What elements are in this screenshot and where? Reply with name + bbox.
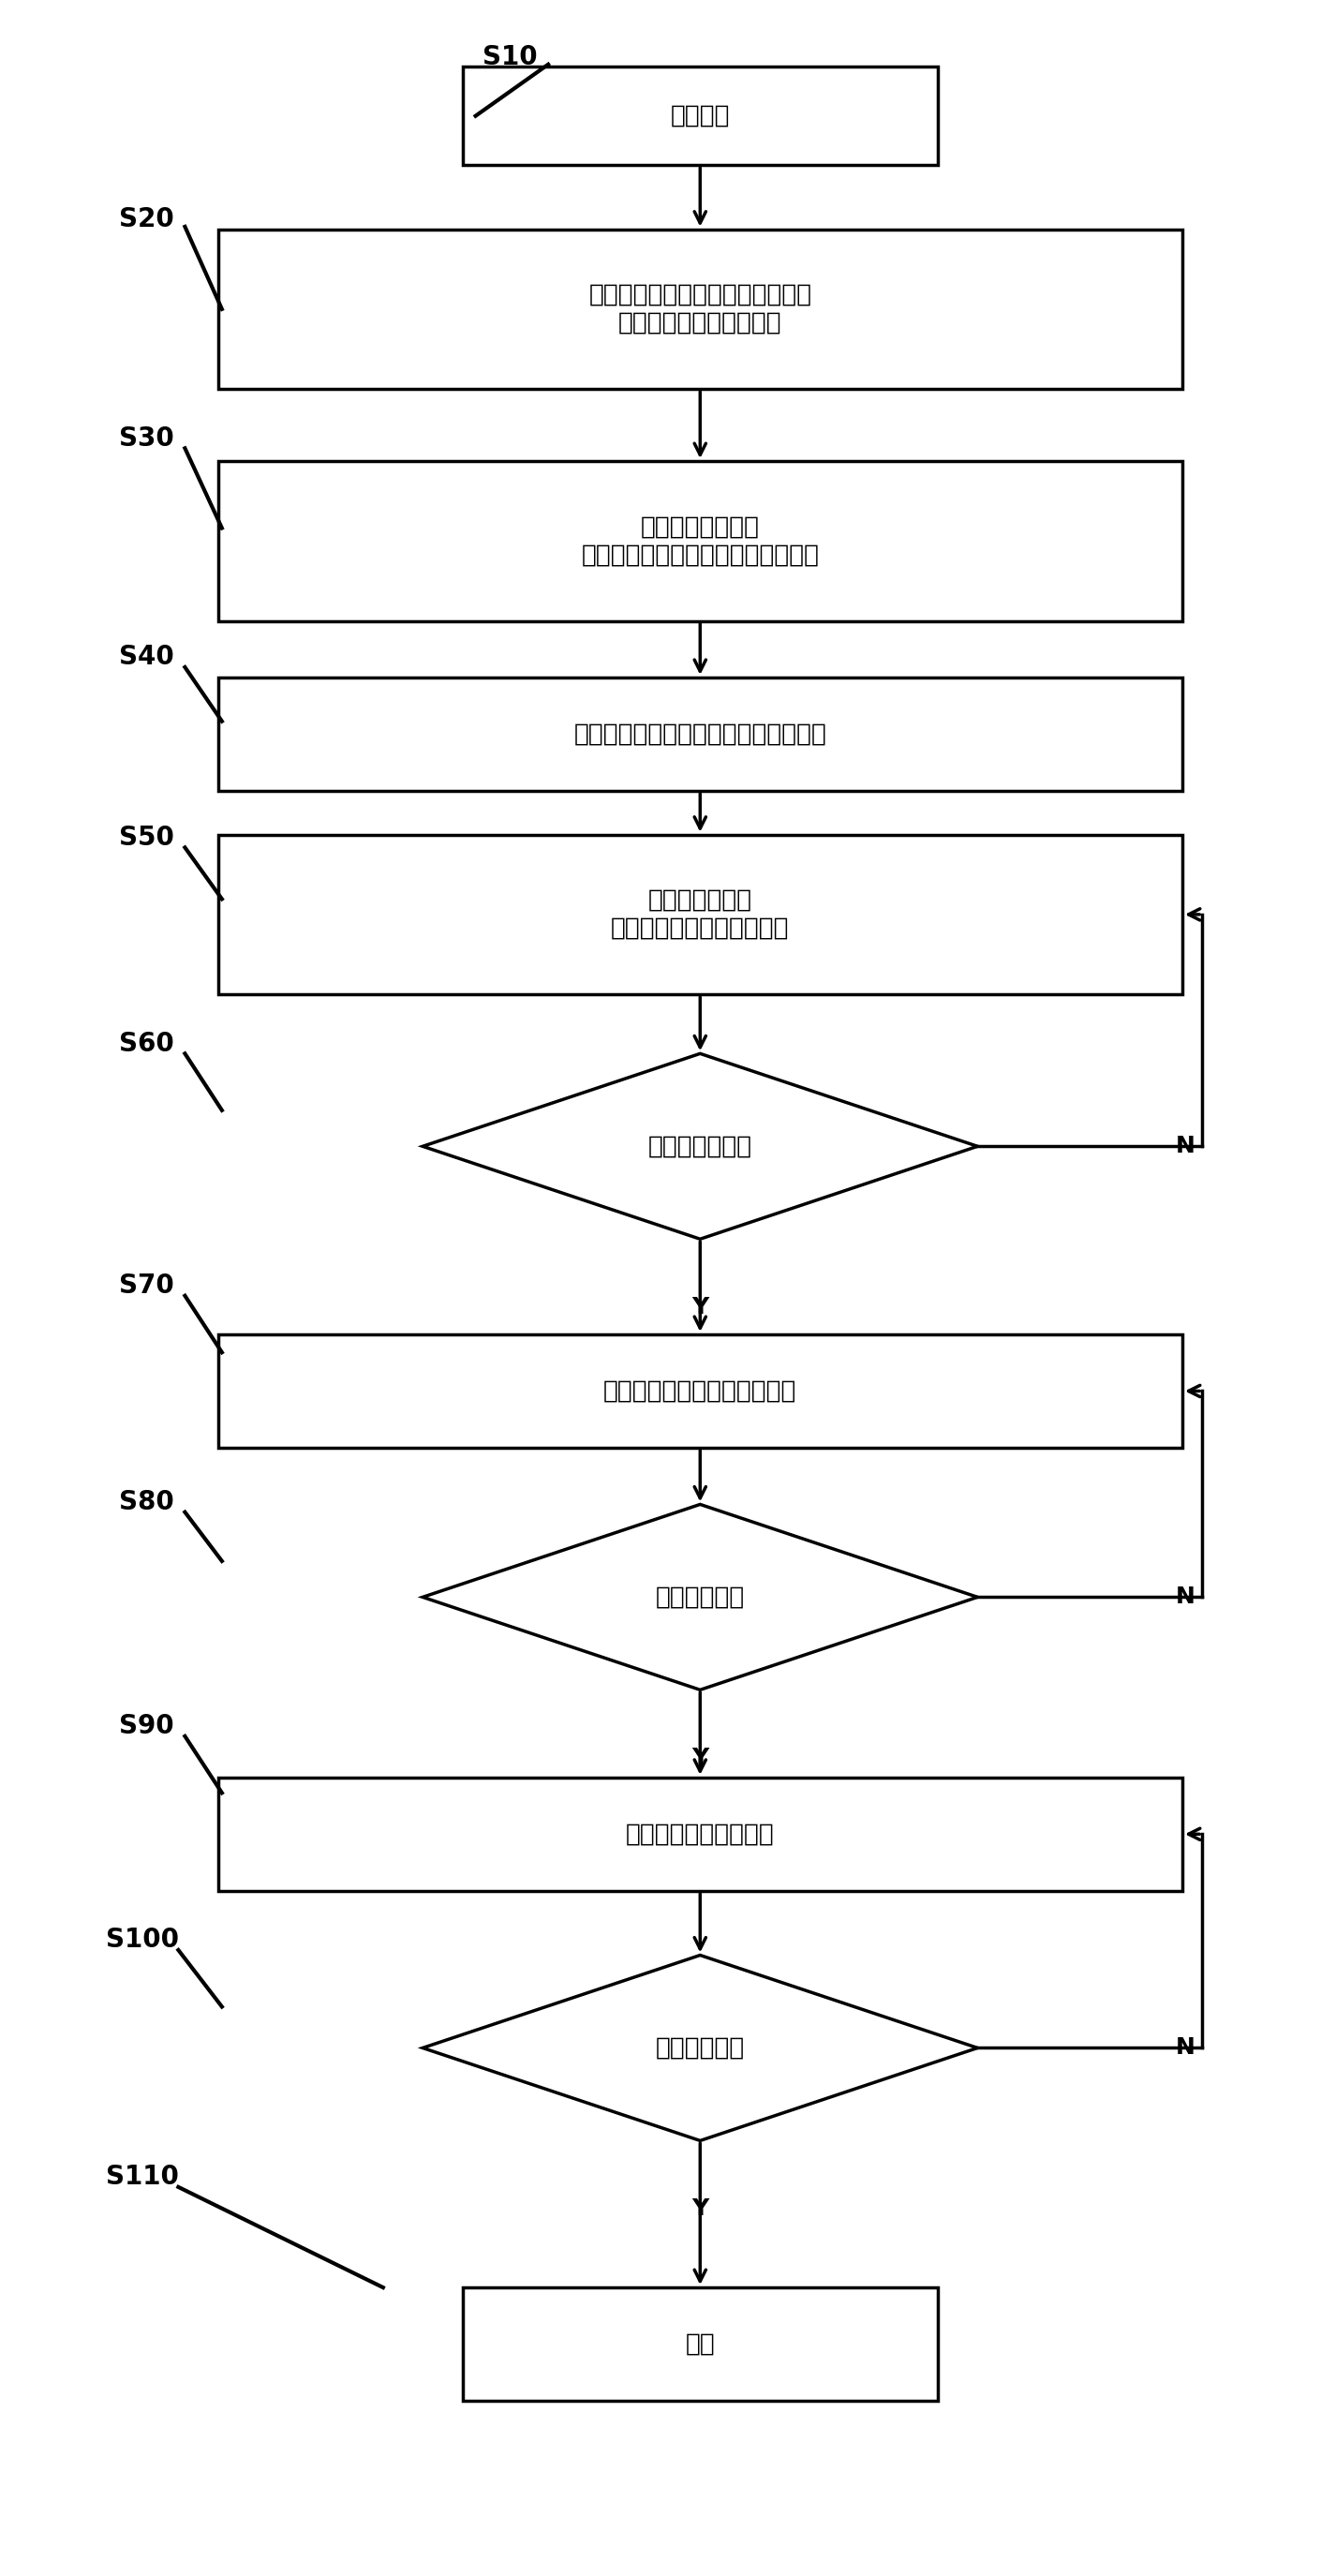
Text: 排放酸性水和碱性水到储存桶: 排放酸性水和碱性水到储存桶 bbox=[604, 1378, 797, 1404]
Text: 清洗结束否？: 清洗结束否？ bbox=[655, 2035, 745, 2061]
Text: S20: S20 bbox=[119, 206, 174, 232]
Text: S70: S70 bbox=[119, 1273, 174, 1298]
Text: S50: S50 bbox=[119, 824, 174, 850]
Text: 启动电解室的清洗操作: 启动电解室的清洗操作 bbox=[626, 1821, 774, 1847]
Text: 另配一桶电解液
从电解液入口倒入发生装置: 另配一桶电解液 从电解液入口倒入发生装置 bbox=[610, 889, 790, 940]
Text: Y: Y bbox=[692, 1296, 708, 1319]
Polygon shape bbox=[423, 1955, 978, 2141]
Text: S40: S40 bbox=[119, 644, 174, 670]
Text: N: N bbox=[1176, 1136, 1196, 1157]
FancyBboxPatch shape bbox=[218, 229, 1182, 389]
FancyBboxPatch shape bbox=[218, 677, 1182, 791]
Text: S30: S30 bbox=[119, 425, 174, 451]
FancyBboxPatch shape bbox=[218, 835, 1182, 994]
Text: 根据检测的电解液浓度以确定电解电流: 根据检测的电解液浓度以确定电解电流 bbox=[573, 721, 827, 747]
Text: Y: Y bbox=[692, 2197, 708, 2221]
Text: N: N bbox=[1176, 2038, 1196, 2058]
Text: S100: S100 bbox=[106, 1927, 178, 1953]
Text: 使用开始: 使用开始 bbox=[670, 103, 731, 129]
FancyBboxPatch shape bbox=[218, 461, 1182, 621]
Polygon shape bbox=[423, 1504, 978, 1690]
Text: 排放结束否？: 排放结束否？ bbox=[655, 1584, 745, 1610]
Text: S80: S80 bbox=[119, 1489, 174, 1515]
Text: S90: S90 bbox=[119, 1713, 174, 1739]
FancyBboxPatch shape bbox=[462, 2287, 938, 2401]
Text: S110: S110 bbox=[106, 2164, 178, 2190]
Text: 电解时间到否？: 电解时间到否？ bbox=[649, 1133, 752, 1159]
Text: N: N bbox=[1176, 1587, 1196, 1607]
Text: 将一勺普通食盐倒入酸性水储存桶
用自来水溶解形成电解液: 将一勺普通食盐倒入酸性水储存桶 用自来水溶解形成电解液 bbox=[589, 283, 811, 335]
FancyBboxPatch shape bbox=[218, 1334, 1182, 1448]
Text: S60: S60 bbox=[119, 1030, 174, 1056]
Text: Y: Y bbox=[692, 1747, 708, 1770]
FancyBboxPatch shape bbox=[218, 1777, 1182, 1891]
Text: 按工作键启动电解
将电解液从电解液入口倒入发生装置: 按工作键启动电解 将电解液从电解液入口倒入发生装置 bbox=[581, 515, 819, 567]
Text: S10: S10 bbox=[482, 44, 538, 70]
Text: 结束: 结束 bbox=[686, 2331, 715, 2357]
FancyBboxPatch shape bbox=[462, 67, 938, 165]
Polygon shape bbox=[423, 1054, 978, 1239]
